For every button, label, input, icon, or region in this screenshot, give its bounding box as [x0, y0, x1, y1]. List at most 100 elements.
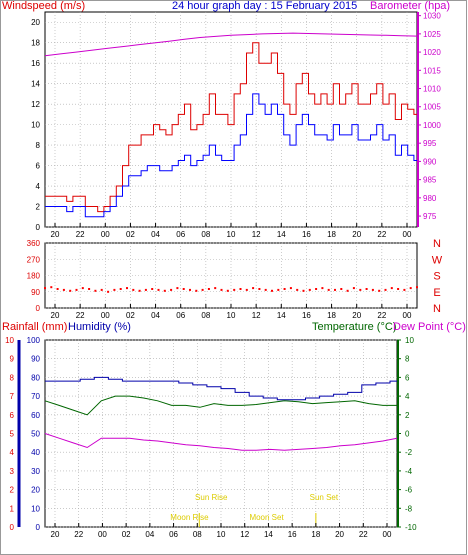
- wind-y-tick-label: 2: [36, 203, 41, 212]
- panel2-x-tick-label: 14: [277, 311, 286, 320]
- temperature-line: [44, 395, 397, 416]
- direction-point: [157, 288, 160, 291]
- baro-y-tick-label: 1010: [423, 85, 441, 94]
- direction-point: [289, 287, 292, 290]
- panel3-x-tick-label: 00: [383, 530, 392, 539]
- baro-axis-label: Barometer (hpa): [370, 0, 450, 12]
- direction-point: [296, 288, 299, 291]
- direction-point: [220, 288, 223, 291]
- direction-point: [44, 287, 46, 290]
- direction-point: [75, 288, 78, 291]
- panel2-x-tick-label: 20: [51, 311, 60, 320]
- dewpoint-axis-label: Dew Point (°C): [393, 321, 466, 333]
- baro-y-tick-label: 1015: [423, 66, 441, 75]
- panel3-x-tick-label: 04: [145, 530, 154, 539]
- compass-label: N: [433, 303, 441, 315]
- direction-point: [176, 287, 179, 290]
- direction-point: [119, 288, 122, 290]
- panel2-x-tick-label: 04: [151, 311, 160, 320]
- direction-point: [334, 288, 336, 291]
- direction-point: [50, 286, 53, 289]
- direction-point: [365, 288, 368, 290]
- direction-point: [245, 288, 248, 291]
- rain-y-tick-label: 10: [5, 336, 14, 345]
- panel2-x-tick-label: 08: [201, 311, 210, 320]
- direction-y-tick-label: 90: [31, 288, 40, 297]
- direction-y-tick-label: 180: [27, 272, 41, 281]
- rain-y-tick-label: 4: [10, 448, 15, 457]
- direction-point: [283, 288, 286, 290]
- direction-point: [144, 288, 147, 291]
- direction-point: [100, 288, 103, 291]
- panel1-x-tick-label: 00: [101, 230, 110, 239]
- direction-point: [271, 289, 273, 292]
- baro-y-tick-label: 995: [423, 139, 437, 148]
- humidity-y-tick-label: 90: [31, 355, 40, 364]
- temp-y-tick-label: 10: [405, 336, 414, 345]
- panel1-x-tick-label: 08: [201, 230, 210, 239]
- humidity-y-tick-label: 70: [31, 392, 40, 401]
- wind-y-tick-label: 8: [36, 141, 41, 150]
- panel2-x-tick-label: 10: [227, 311, 236, 320]
- wind-avg-line: [45, 93, 417, 218]
- temp-y-tick-label: 8: [405, 355, 410, 364]
- panel3-x-tick-label: 00: [98, 530, 107, 539]
- direction-point: [409, 287, 412, 290]
- temp-axis-label: Temperature (°C): [312, 321, 396, 333]
- direction-point: [403, 288, 406, 291]
- temp-y-tick-label: -6: [405, 486, 413, 495]
- panel3-x-tick-label: 12: [240, 530, 249, 539]
- direction-point: [132, 288, 135, 291]
- humidity-y-tick-label: 10: [31, 504, 40, 513]
- panel1-x-tick-label: 02: [126, 230, 135, 239]
- direction-point: [277, 288, 280, 291]
- compass-label: N: [433, 238, 441, 250]
- wind-y-tick-label: 16: [31, 59, 40, 68]
- rain-y-tick-label: 5: [10, 430, 15, 439]
- panel2-x-tick-label: 20: [352, 311, 361, 320]
- direction-point: [170, 288, 173, 291]
- panel3-x-tick-label: 20: [335, 530, 344, 539]
- direction-point: [69, 289, 72, 292]
- rain-y-tick-label: 2: [10, 486, 15, 495]
- panel1-x-tick-label: 18: [327, 230, 336, 239]
- direction-y-tick-label: 0: [36, 304, 41, 313]
- temp-y-tick-label: 2: [405, 411, 410, 420]
- humidity-y-tick-label: 30: [31, 467, 40, 476]
- direction-point: [94, 289, 97, 292]
- humidity-y-tick-label: 100: [27, 336, 41, 345]
- direction-point: [151, 288, 154, 290]
- humidity-y-tick-label: 20: [31, 486, 40, 495]
- wind-y-tick-label: 20: [31, 18, 40, 27]
- panel2-x-tick-label: 18: [327, 311, 336, 320]
- moon-rise-label: Moon Rise: [170, 513, 209, 522]
- panel1-x-tick-label: 06: [176, 230, 185, 239]
- panel3-x-tick-label: 22: [359, 530, 368, 539]
- direction-point: [126, 287, 128, 290]
- dewpoint-line: [44, 433, 398, 451]
- direction-point: [327, 288, 330, 291]
- direction-point: [359, 288, 362, 291]
- direction-point: [378, 289, 381, 292]
- rain-y-tick-label: 7: [10, 392, 15, 401]
- direction-point: [239, 288, 242, 290]
- direction-point: [56, 288, 59, 290]
- baro-y-tick-label: 1030: [423, 12, 441, 21]
- direction-point: [340, 288, 343, 290]
- panel1-x-tick-label: 16: [302, 230, 311, 239]
- compass-label: W: [432, 254, 443, 266]
- direction-point: [390, 287, 393, 290]
- direction-y-tick-label: 360: [27, 239, 41, 248]
- direction-point: [384, 288, 387, 291]
- wind-y-tick-label: 0: [36, 223, 41, 232]
- panel3-x-tick-label: 06: [169, 530, 178, 539]
- direction-point: [352, 287, 355, 290]
- moon-set-label: Moon Set: [249, 513, 284, 522]
- baro-y-tick-label: 1020: [423, 48, 441, 57]
- humidity-y-tick-label: 60: [31, 411, 40, 420]
- baro-y-tick-label: 980: [423, 194, 437, 203]
- baro-y-tick-label: 975: [423, 212, 437, 221]
- panel3-x-tick-label: 16: [288, 530, 297, 539]
